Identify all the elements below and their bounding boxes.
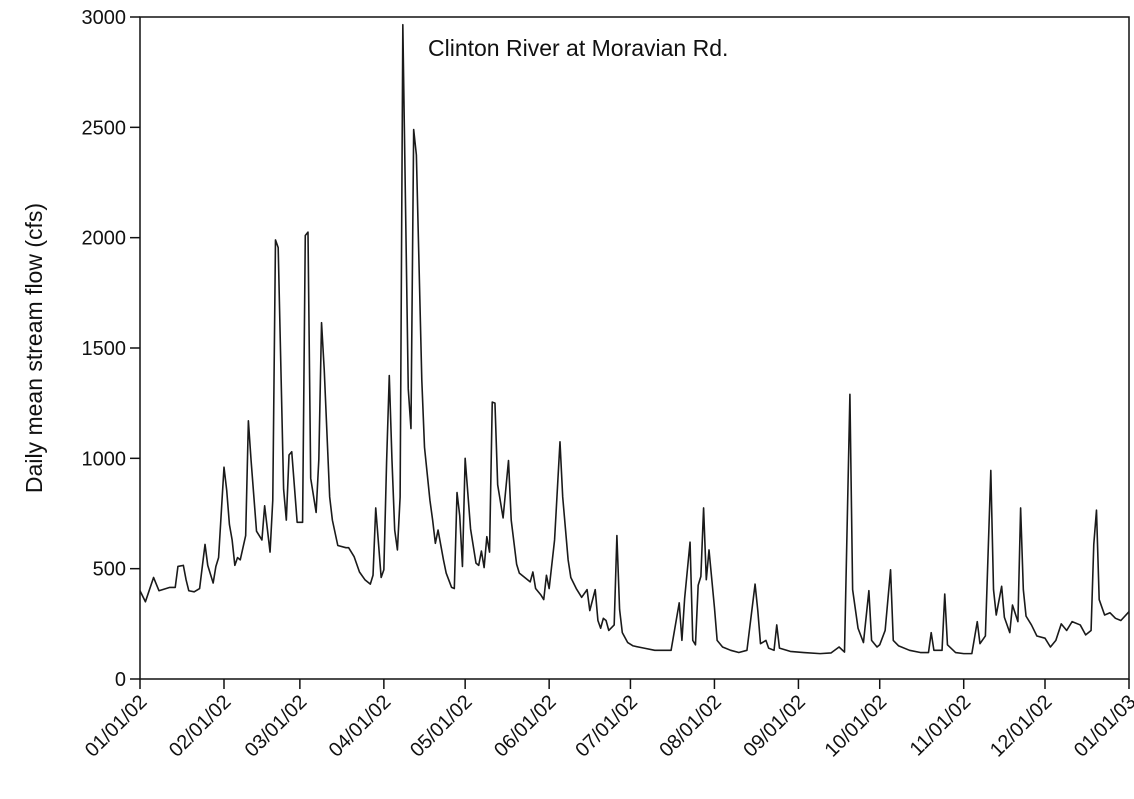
x-tick-label: 06/01/02 [490,691,561,762]
x-tick-label: 07/01/02 [571,691,642,762]
x-tick-label: 02/01/02 [165,691,236,762]
y-tick-label: 2000 [82,228,127,250]
y-axis-label: Daily mean stream flow (cfs) [21,203,47,493]
flow-line [139,23,1130,655]
x-tick-label: 05/01/02 [406,691,477,762]
y-tick-label: 2500 [82,117,127,139]
x-tick-label: 01/01/02 [81,691,152,762]
plot-frame [139,16,1130,680]
y-tick-label: 3000 [82,7,127,29]
chart-title: Clinton River at Moravian Rd. [428,35,728,61]
x-tick-label: 04/01/02 [325,691,396,762]
x-tick-label: 10/01/02 [821,691,892,762]
y-tick-label: 500 [93,559,126,581]
x-tick-label: 08/01/02 [655,691,726,762]
x-tick-label: 03/01/02 [241,691,312,762]
x-tick-label: 09/01/02 [739,691,810,762]
y-tick-label: 1000 [82,448,127,470]
x-tick-label: 12/01/02 [986,691,1057,762]
x-tick-label: 01/01/03 [1070,691,1134,762]
x-tick-label: 11/01/02 [906,691,976,761]
y-tick-label: 0 [115,669,126,691]
y-tick-label: 1500 [82,338,127,360]
